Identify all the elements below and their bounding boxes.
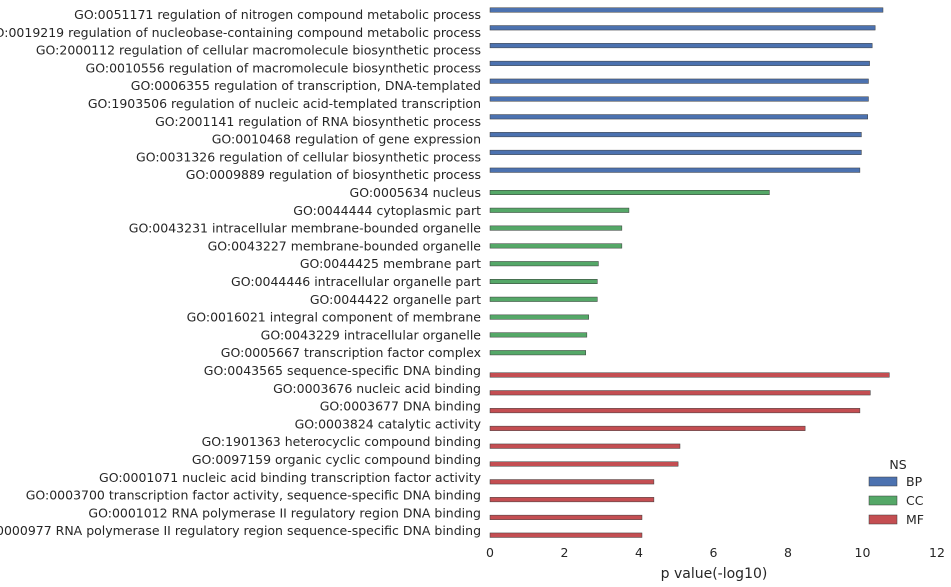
category-label: GO:0003824 catalytic activity bbox=[295, 416, 482, 431]
category-label: GO:0001071 nucleic acid binding transcri… bbox=[99, 470, 482, 485]
x-tick-label: 8 bbox=[784, 545, 792, 560]
legend-swatch-mf bbox=[868, 514, 898, 525]
bar-cc bbox=[489, 261, 599, 267]
category-labels-group: GO:0051171 regulation of nitrogen compou… bbox=[0, 7, 482, 538]
bar-cc bbox=[489, 225, 623, 231]
legend: NS BP CC MF bbox=[868, 457, 924, 527]
legend-title: NS bbox=[889, 457, 906, 472]
category-label: GO:0003700 transcription factor activity… bbox=[26, 488, 481, 503]
category-label: GO:0016021 integral component of membran… bbox=[187, 310, 482, 325]
bar-cc bbox=[489, 314, 589, 320]
bar-bp bbox=[489, 167, 861, 173]
category-label: GO:0044444 cytoplasmic part bbox=[293, 203, 481, 218]
bar-mf bbox=[489, 390, 871, 396]
category-label: GO:0097159 organic cyclic compound bindi… bbox=[192, 452, 481, 467]
category-label: GO:0019219 regulation of nucleobase-cont… bbox=[0, 25, 481, 40]
category-label: GO:0003676 nucleic acid binding bbox=[273, 381, 481, 396]
bar-mf bbox=[489, 443, 681, 449]
category-label: GO:0043565 sequence-specific DNA binding bbox=[204, 363, 481, 378]
category-label: GO:0031326 regulation of cellular biosyn… bbox=[136, 149, 481, 164]
category-label: GO:0010556 regulation of macromolecule b… bbox=[86, 60, 481, 75]
category-label: GO:0003677 DNA binding bbox=[320, 399, 481, 414]
bar-bp bbox=[489, 132, 862, 138]
x-tick-label: 12 bbox=[929, 545, 945, 560]
legend-label-bp: BP bbox=[906, 474, 923, 489]
category-label: GO:0044422 organelle part bbox=[310, 292, 481, 307]
x-axis-label: p value(-log10) bbox=[661, 566, 768, 582]
category-label: GO:1901363 heterocyclic compound binding bbox=[202, 434, 481, 449]
bar-mf bbox=[489, 497, 655, 503]
bars-group bbox=[489, 7, 890, 538]
x-tick-label: 10 bbox=[855, 545, 871, 560]
bar-mf bbox=[489, 461, 679, 467]
x-axis-ticks-group: 0 2 4 6 8 10 12 bbox=[486, 545, 945, 560]
legend-swatch-cc bbox=[868, 495, 898, 506]
bar-cc bbox=[489, 332, 588, 338]
category-label: GO:0009889 regulation of biosynthetic pr… bbox=[186, 167, 481, 182]
bar-bp bbox=[489, 149, 862, 155]
bar-mf bbox=[489, 425, 806, 431]
bar-mf bbox=[489, 514, 643, 520]
bar-bp bbox=[489, 25, 876, 31]
category-label: GO:0044425 membrane part bbox=[300, 256, 481, 271]
bar-cc bbox=[489, 243, 623, 249]
legend-label-mf: MF bbox=[906, 512, 924, 527]
category-label: GO:0005634 nucleus bbox=[350, 185, 481, 200]
legend-swatch-bp bbox=[868, 476, 898, 487]
category-label: GO:2001141 regulation of RNA biosyntheti… bbox=[155, 114, 481, 129]
bar-bp bbox=[489, 78, 869, 84]
legend-entries: BP CC MF bbox=[868, 474, 924, 527]
bar-bp bbox=[489, 7, 884, 13]
bar-cc bbox=[489, 350, 586, 356]
category-label: GO:2000112 regulation of cellular macrom… bbox=[36, 43, 481, 58]
bar-cc bbox=[489, 190, 770, 195]
bar-cc bbox=[489, 296, 598, 302]
x-tick-label: 6 bbox=[710, 545, 718, 560]
category-label: GO:0010468 regulation of gene expression bbox=[212, 132, 481, 147]
category-label: GO:0000977 RNA polymerase II regulatory … bbox=[0, 523, 481, 538]
bar-bp bbox=[489, 114, 868, 120]
x-tick-label: 0 bbox=[486, 545, 494, 560]
bar-mf bbox=[489, 532, 643, 538]
category-label: GO:0043231 intracellular membrane-bounde… bbox=[129, 221, 482, 236]
bar-mf bbox=[489, 408, 861, 414]
category-label: GO:1903506 regulation of nucleic acid-te… bbox=[88, 96, 481, 111]
bar-bp bbox=[489, 43, 873, 49]
category-label: GO:0001012 RNA polymerase II regulatory … bbox=[88, 505, 481, 520]
x-tick-label: 2 bbox=[561, 545, 569, 560]
bar-cc bbox=[489, 279, 598, 284]
bar-mf bbox=[489, 479, 655, 485]
bar-cc bbox=[489, 207, 630, 213]
bar-mf bbox=[489, 372, 890, 378]
bar-bp bbox=[489, 60, 870, 66]
category-label: GO:0005667 transcription factor complex bbox=[221, 345, 481, 360]
category-label: GO:0043229 intracellular organelle bbox=[261, 327, 482, 342]
x-tick-label: 4 bbox=[635, 545, 643, 560]
category-label: GO:0043227 membrane-bounded organelle bbox=[208, 238, 482, 253]
category-label: GO:0051171 regulation of nitrogen compou… bbox=[74, 7, 481, 22]
bar-bp bbox=[489, 96, 869, 102]
category-label: GO:0044446 intracellular organelle part bbox=[231, 274, 481, 289]
category-label: GO:0006355 regulation of transcription, … bbox=[131, 78, 481, 93]
legend-label-cc: CC bbox=[906, 493, 924, 508]
